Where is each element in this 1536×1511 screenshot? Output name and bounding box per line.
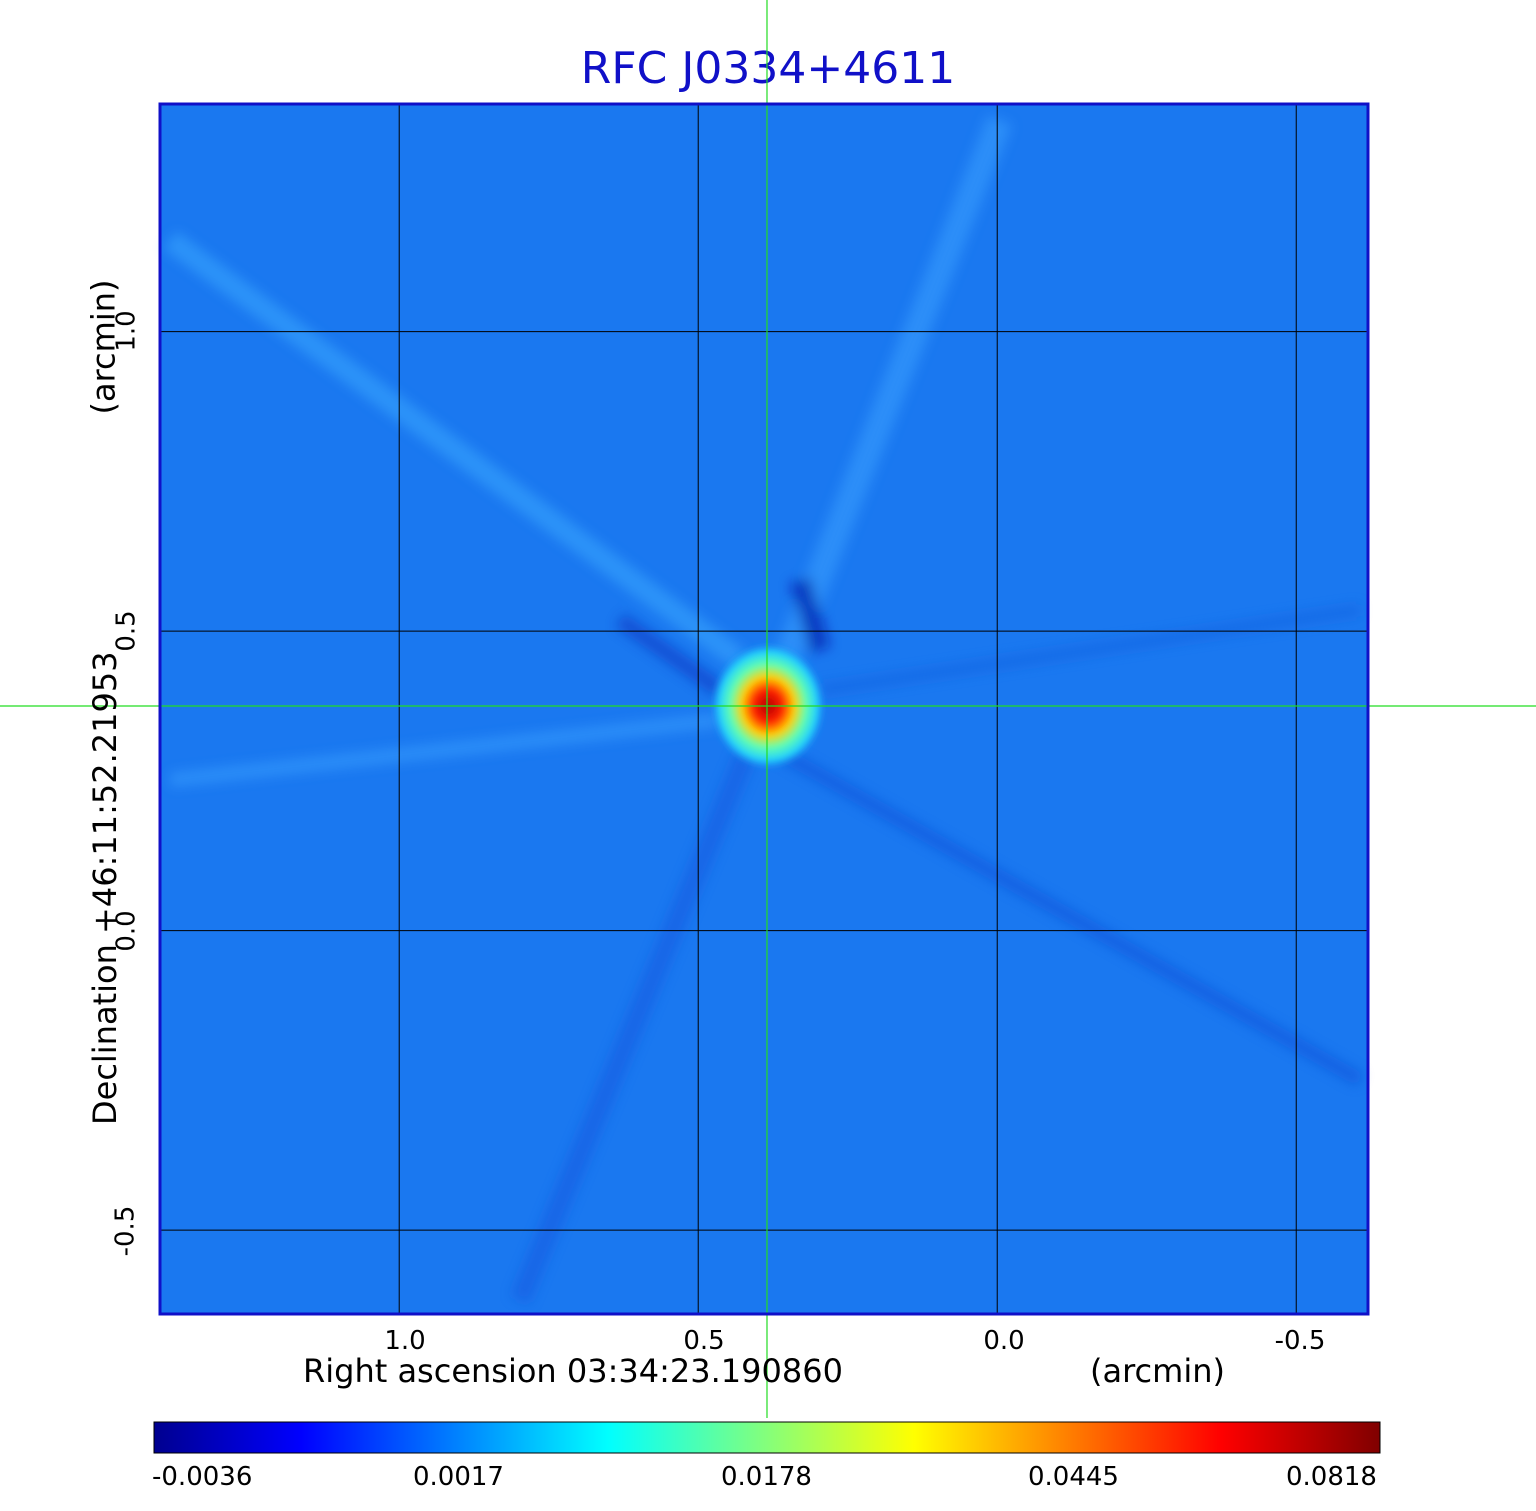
x-axis-label: Right ascension 03:34:23.190860 (303, 1352, 843, 1390)
plot-frame (158, 102, 1370, 1316)
crosshair (0, 0, 1536, 1418)
colorbar-tick-label: 0.0017 (413, 1462, 504, 1492)
colorbar-tick-label: -0.0036 (152, 1462, 253, 1492)
chart-title: RFC J0334+4611 (580, 43, 956, 94)
y-tick-label: -0.5 (110, 1205, 141, 1257)
coordinate-grid (160, 104, 1368, 1314)
colorbar (153, 1421, 1381, 1454)
x-tick-label: 0.0 (983, 1326, 1025, 1356)
y-axis-label: Declination +46:11:52.21953 (86, 651, 124, 1125)
colorbar-tick-label: 0.0178 (721, 1462, 812, 1492)
x-tick-label: 0.5 (683, 1326, 725, 1356)
y-tick-label: 0.5 (111, 610, 142, 652)
x-tick-label: -0.5 (1274, 1326, 1326, 1356)
sidelobe-streaks (163, 115, 1364, 1304)
colorbar-tick-label: 0.0818 (1286, 1462, 1377, 1492)
colorbar-tick-label: 0.0445 (1028, 1462, 1119, 1492)
y-axis-unit: (arcmin) (84, 279, 123, 415)
x-tick-label: 1.0 (384, 1326, 426, 1356)
x-axis-unit: (arcmin) (1090, 1352, 1225, 1390)
